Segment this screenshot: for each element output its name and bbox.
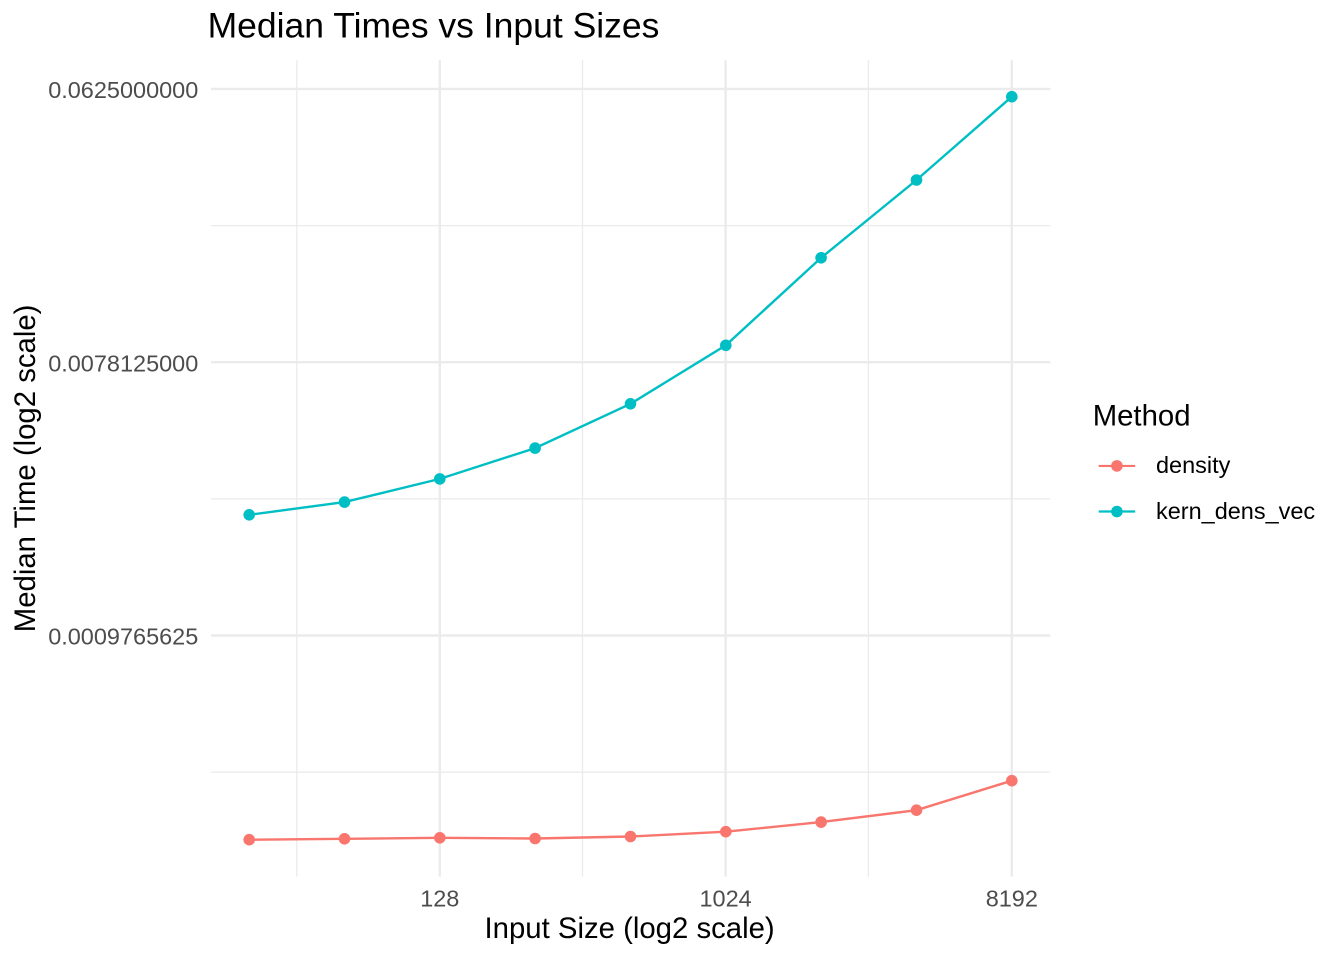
svg-text:0.0009765625: 0.0009765625 <box>48 624 198 650</box>
svg-text:kern_dens_vec: kern_dens_vec <box>1156 498 1315 524</box>
svg-text:1024: 1024 <box>699 886 751 912</box>
svg-text:Median Times vs Input Sizes: Median Times vs Input Sizes <box>208 5 660 45</box>
svg-text:0.0078125000: 0.0078125000 <box>48 350 198 376</box>
svg-text:0.0625000000: 0.0625000000 <box>48 77 198 103</box>
svg-text:density: density <box>1156 452 1231 478</box>
svg-text:Input Size (log2 scale): Input Size (log2 scale) <box>485 912 775 945</box>
svg-text:128: 128 <box>420 886 459 912</box>
svg-text:Method: Method <box>1093 400 1191 433</box>
svg-text:8192: 8192 <box>986 886 1038 912</box>
svg-text:Median Time (log2 scale): Median Time (log2 scale) <box>9 305 42 633</box>
